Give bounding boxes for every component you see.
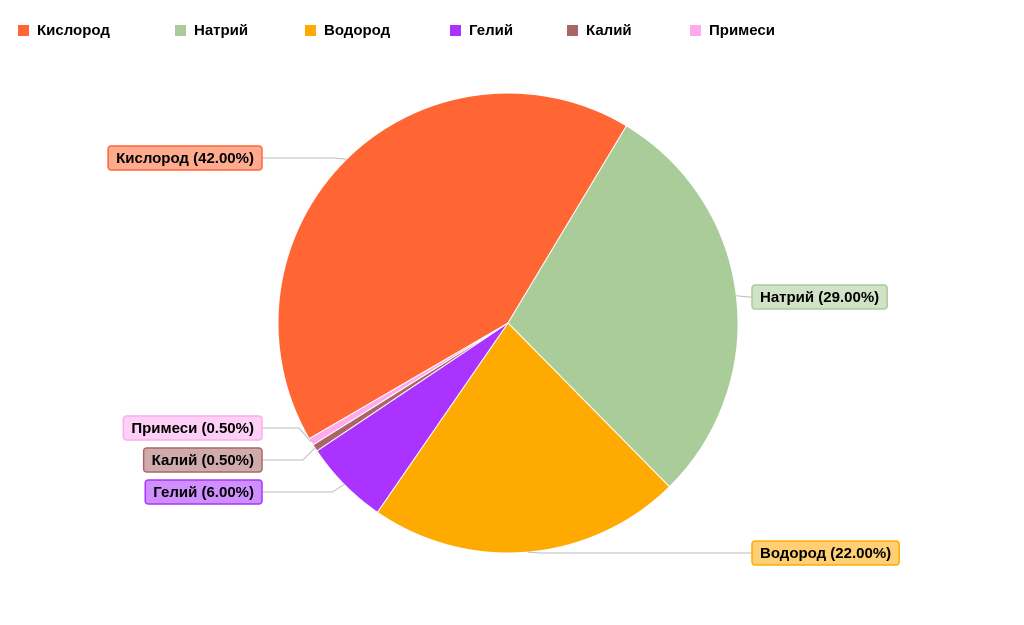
- pie-slice: [277, 92, 628, 440]
- leader-line: [262, 484, 345, 493]
- data-label-box: [144, 479, 263, 505]
- data-label-group: Примеси (0.50%): [122, 415, 263, 441]
- leader-line: [262, 447, 316, 461]
- legend-swatch: [175, 25, 186, 36]
- legend-swatch: [690, 25, 701, 36]
- leader-line: [262, 157, 347, 160]
- leader-line: [528, 551, 752, 554]
- legend-swatch: [305, 25, 316, 36]
- legend-label: Натрий: [194, 22, 248, 39]
- data-label-box: [751, 540, 900, 566]
- legend-label: Кислород: [37, 22, 110, 39]
- data-label: Водород (22.00%): [760, 545, 891, 562]
- data-label: Калий (0.50%): [152, 452, 254, 469]
- pie-slice: [376, 322, 671, 554]
- leader-line: [736, 295, 752, 298]
- legend-swatch: [18, 25, 29, 36]
- data-label: Примеси (0.50%): [131, 420, 254, 437]
- legend-label: Водород: [324, 22, 391, 39]
- leader-line: [262, 427, 312, 443]
- data-label-box: [107, 145, 263, 171]
- legend-swatch: [567, 25, 578, 36]
- data-label-box: [142, 447, 263, 473]
- legend-label: Примеси: [709, 22, 775, 39]
- data-label: Гелий (6.00%): [153, 484, 254, 501]
- data-label: Кислород (42.00%): [116, 150, 254, 167]
- data-label-group: Натрий (29.00%): [751, 284, 888, 310]
- data-label: Натрий (29.00%): [760, 289, 879, 306]
- data-label-group: Кислород (42.00%): [107, 145, 263, 171]
- pie-slice: [308, 322, 509, 446]
- data-label-group: Гелий (6.00%): [144, 479, 263, 505]
- data-label-box: [751, 284, 888, 310]
- pie-slice: [507, 125, 739, 488]
- data-label-group: Водород (22.00%): [751, 540, 900, 566]
- legend-swatch: [450, 25, 461, 36]
- data-label-box: [122, 415, 263, 441]
- legend-label: Калий: [586, 22, 632, 39]
- legend-label: Гелий: [469, 22, 513, 39]
- data-label-group: Калий (0.50%): [142, 447, 263, 473]
